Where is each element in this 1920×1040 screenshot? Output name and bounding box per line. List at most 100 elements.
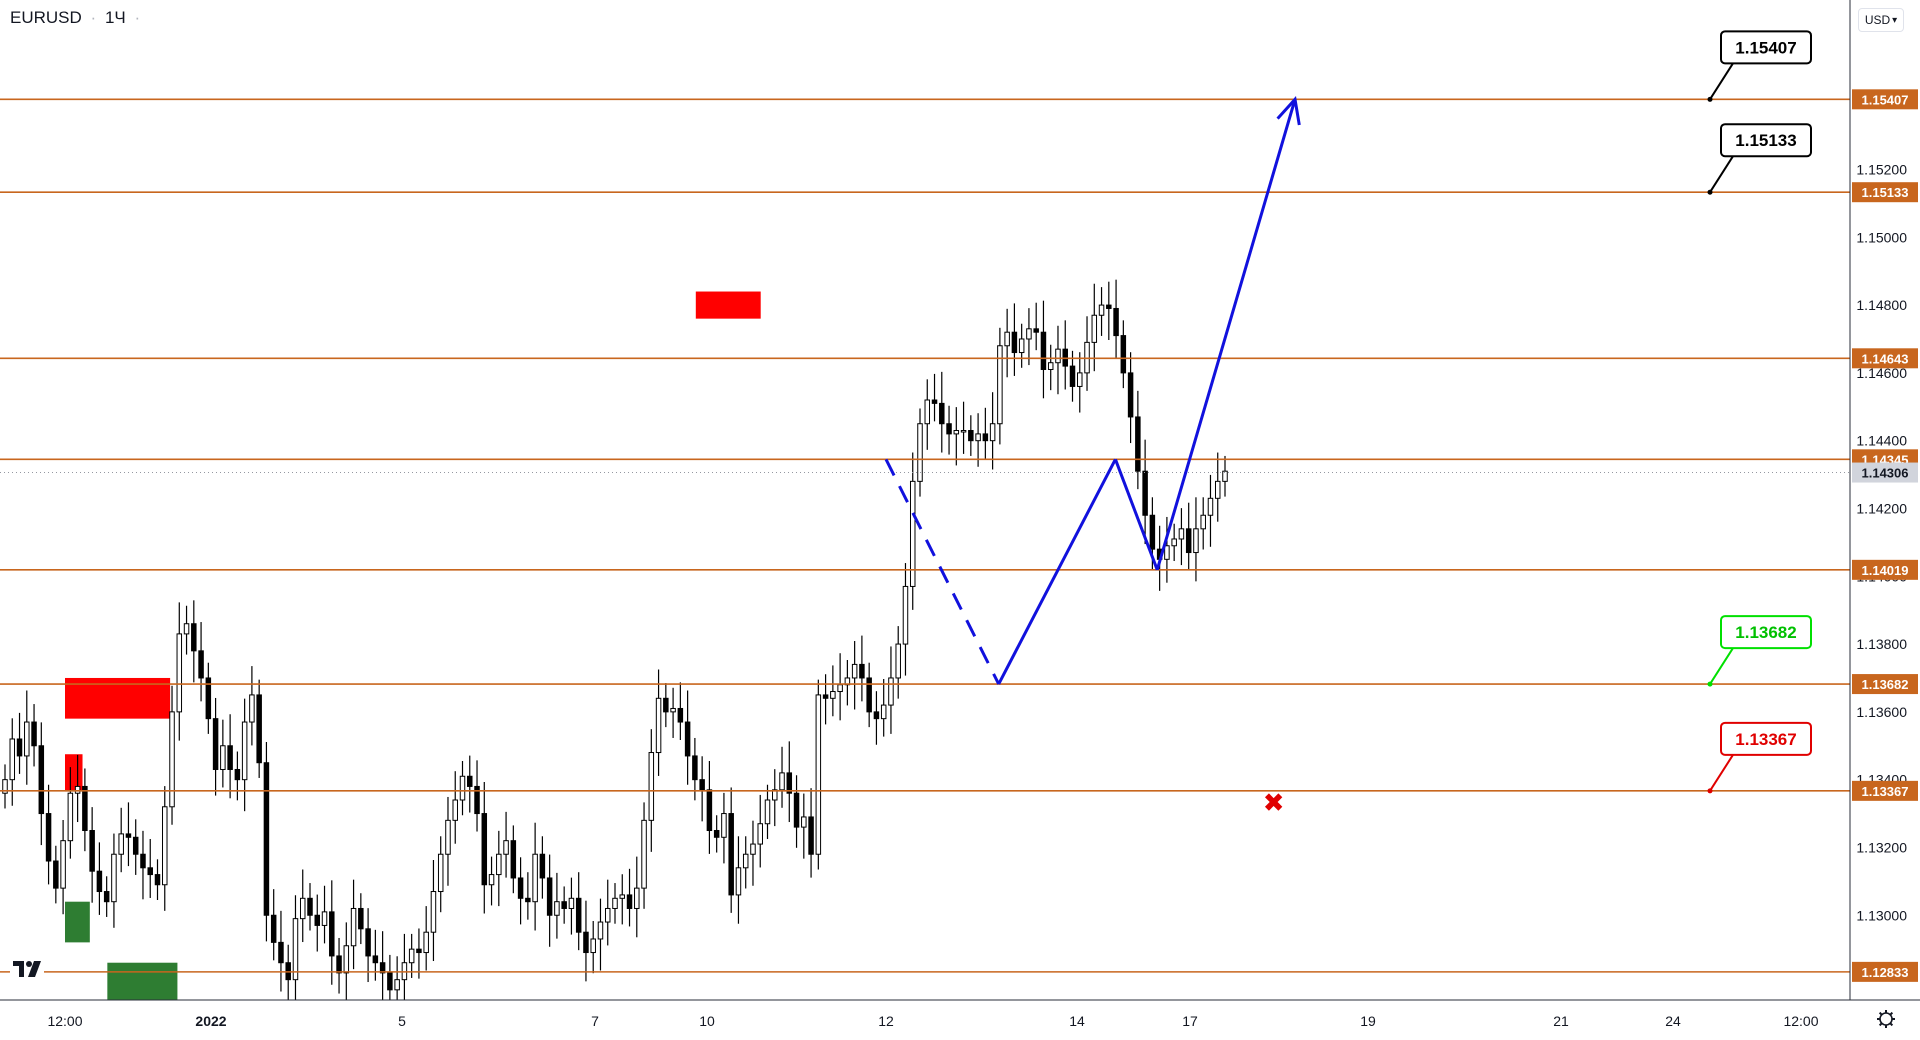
candle (176, 602, 183, 741)
candle (641, 802, 647, 909)
forecast-segment[interactable] (997, 458, 1117, 685)
forecast-segment[interactable] (1155, 98, 1297, 571)
candle (670, 687, 676, 738)
candle (561, 886, 567, 924)
candle (292, 895, 299, 1000)
candle (866, 662, 872, 728)
candle (880, 678, 887, 737)
candle (503, 811, 509, 878)
time-tick-label: 12:00 (1783, 1013, 1818, 1029)
callout-label: 1.13682 (1735, 623, 1796, 642)
candle (793, 775, 800, 848)
candle (38, 722, 45, 846)
candle (118, 807, 124, 873)
candle (822, 674, 829, 725)
time-axis[interactable] (0, 1000, 1920, 1040)
time-tick-label: 17 (1182, 1013, 1198, 1029)
time-tick-label: 5 (398, 1013, 406, 1029)
candle (626, 868, 633, 927)
candle (379, 931, 386, 1000)
price-callout[interactable]: 1.15133 (1707, 123, 1812, 195)
candle (815, 679, 822, 870)
candle (358, 893, 364, 945)
candle (1200, 497, 1206, 550)
gear-icon[interactable] (1877, 1010, 1895, 1028)
candle (89, 807, 95, 903)
currency-button[interactable]: USD ▾ (1858, 8, 1904, 32)
candle (1040, 300, 1047, 399)
price-callout[interactable]: 1.15407 (1707, 30, 1812, 102)
levels (0, 98, 1850, 973)
candle (931, 373, 938, 422)
candle (902, 563, 909, 676)
candle (198, 622, 204, 702)
candle (1011, 303, 1018, 376)
candle (191, 600, 197, 683)
candle (45, 784, 52, 885)
candle (757, 794, 763, 868)
candle (220, 719, 226, 788)
candle (989, 392, 996, 470)
candle (103, 876, 110, 917)
candle (1098, 287, 1105, 336)
supply-zone (695, 291, 761, 319)
candle (764, 784, 771, 839)
price-axis[interactable] (1850, 0, 1920, 1000)
symbol-label: EURUSD (10, 8, 82, 27)
candle (1171, 523, 1177, 562)
chevron-down-icon: ▾ (1892, 14, 1898, 26)
candle (205, 662, 212, 734)
candle (437, 836, 444, 913)
candle (162, 786, 168, 911)
candle (917, 408, 923, 497)
candle (706, 761, 713, 854)
candle (154, 859, 161, 900)
candle (583, 900, 589, 982)
candle (408, 933, 415, 978)
price-callout[interactable]: 1.13367 (1707, 721, 1812, 794)
time-tick-label: 12:00 (47, 1013, 82, 1029)
level-price-tag-label: 1.15407 (1862, 92, 1909, 107)
demand-zone (107, 962, 178, 1000)
candle (488, 856, 495, 906)
symbol-header[interactable]: EURUSD · 1Ч · (10, 8, 144, 28)
candle (801, 793, 807, 859)
price-tick-label: 1.13200 (1856, 839, 1907, 855)
candle (568, 877, 575, 935)
price-callout[interactable]: 1.13682 (1707, 615, 1812, 687)
level-price-tag-label: 1.14019 (1862, 563, 1909, 578)
time-tick-label: 14 (1069, 1013, 1085, 1029)
separator-dot: · (90, 8, 97, 27)
candle (67, 767, 74, 859)
candle (924, 379, 931, 450)
candle (140, 830, 146, 900)
candle (372, 929, 379, 981)
candle (968, 415, 974, 456)
interval-label: 1Ч (104, 8, 126, 27)
candle (1178, 508, 1185, 566)
candle (692, 737, 698, 801)
forecast-segment[interactable] (884, 458, 1001, 685)
price-tick-label: 1.14200 (1856, 500, 1907, 516)
price-tick-label: 1.15200 (1856, 161, 1907, 177)
candle (960, 401, 967, 454)
candle (750, 820, 756, 886)
candle (249, 666, 255, 746)
candle (1084, 316, 1090, 391)
forecast-segment[interactable] (1114, 458, 1159, 571)
callout-label: 1.15407 (1735, 38, 1796, 57)
tradingview-logo-icon[interactable] (10, 956, 44, 982)
candle (1106, 281, 1112, 340)
price-tick-label: 1.15000 (1856, 229, 1907, 245)
level-price-tag-label: 1.12833 (1862, 965, 1909, 980)
currency-label: USD (1864, 13, 1891, 27)
time-tick-label: 7 (591, 1013, 599, 1029)
time-tick-label: 19 (1360, 1013, 1376, 1029)
level-price-tag-label: 1.15133 (1862, 185, 1909, 200)
candle (844, 660, 851, 706)
level-price-tag (1852, 961, 1918, 982)
candle (307, 883, 313, 931)
candle (1091, 283, 1098, 372)
